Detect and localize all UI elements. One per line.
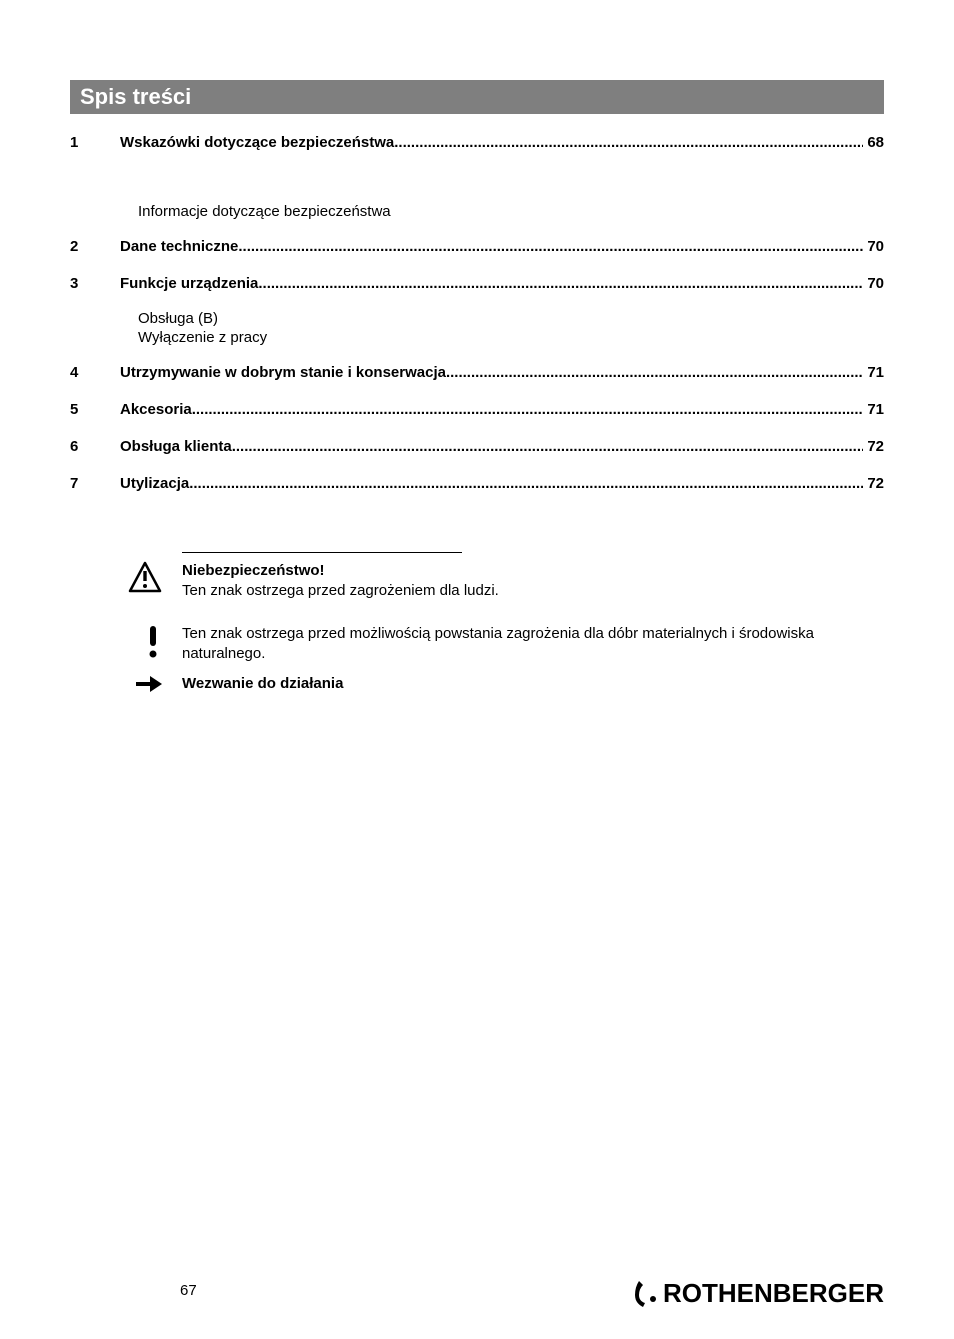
toc-page: 72: [863, 438, 884, 455]
toc-leader: [394, 134, 863, 151]
toc-label: Utrzymywanie w dobrym stanie i konserwac…: [120, 364, 446, 381]
legend-divider: [182, 552, 462, 553]
danger-triangle-icon: [70, 561, 182, 593]
toc-number: 6: [70, 438, 120, 455]
toc-entry: 7 Utylizacja 72: [70, 475, 884, 492]
legend-warning-text: Ten znak ostrzega przed możliwością pows…: [182, 624, 884, 665]
toc-page: 68: [863, 134, 884, 151]
toc-number: 2: [70, 238, 120, 255]
table-of-contents: 1 Wskazówki dotyczące bezpieczeństwa 68 …: [70, 134, 884, 492]
toc-leader: [192, 401, 864, 418]
page-number: 67: [180, 1282, 197, 1299]
toc-number: 4: [70, 364, 120, 381]
brand-name: ROTHENBERGER: [663, 1278, 884, 1309]
toc-label: Funkcje urządzenia: [120, 275, 258, 292]
legend-item-warning: Ten znak ostrzega przed możliwością pows…: [70, 624, 884, 665]
brand-mark-icon: [631, 1277, 663, 1309]
toc-sub-line: Informacje dotyczące bezpieczeństwa: [138, 203, 884, 220]
toc-number: 1: [70, 134, 120, 151]
toc-label: Akcesoria: [120, 401, 192, 418]
toc-sub-line: Wyłączenie z pracy: [138, 329, 884, 346]
toc-number: 3: [70, 275, 120, 292]
brand-logo: ROTHENBERGER: [631, 1277, 884, 1309]
legend-action-title: Wezwanie do działania: [182, 674, 884, 694]
toc-leader: [189, 475, 863, 492]
arrow-right-icon: [70, 674, 182, 694]
toc-page: 71: [863, 401, 884, 418]
legend-danger-text: Ten znak ostrzega przed zagrożeniem dla …: [182, 581, 884, 601]
toc-number: 7: [70, 475, 120, 492]
toc-entry: 2 Dane techniczne 70: [70, 238, 884, 255]
toc-number: 5: [70, 401, 120, 418]
toc-leader: [238, 238, 863, 255]
toc-entry: 6 Obsługa klienta 72: [70, 438, 884, 455]
toc-page: 70: [863, 238, 884, 255]
exclamation-icon: [70, 624, 182, 660]
legend-item-danger: Niebezpieczeństwo! Ten znak ostrzega prz…: [70, 561, 884, 602]
symbol-legend: Niebezpieczeństwo! Ten znak ostrzega prz…: [70, 552, 884, 694]
toc-entry: 5 Akcesoria 71: [70, 401, 884, 418]
toc-subentries: Obsługa (B) Wyłączenie z pracy: [120, 310, 884, 346]
toc-entry: 4 Utrzymywanie w dobrym stanie i konserw…: [70, 364, 884, 381]
toc-label: Dane techniczne: [120, 238, 238, 255]
toc-entry: 1 Wskazówki dotyczące bezpieczeństwa 68: [70, 134, 884, 151]
toc-subentries: Informacje dotyczące bezpieczeństwa: [120, 203, 884, 220]
legend-danger-title: Niebezpieczeństwo!: [182, 561, 884, 581]
toc-label: Utylizacja: [120, 475, 189, 492]
toc-sub-line: Obsługa (B): [138, 310, 884, 327]
toc-page: 71: [863, 364, 884, 381]
toc-entry: 3 Funkcje urządzenia 70: [70, 275, 884, 292]
toc-leader: [232, 438, 864, 455]
toc-label: Wskazówki dotyczące bezpieczeństwa: [120, 134, 394, 151]
toc-page: 72: [863, 475, 884, 492]
legend-item-action: Wezwanie do działania: [70, 674, 884, 694]
section-title: Spis treści: [70, 80, 884, 114]
toc-leader: [258, 275, 863, 292]
page: Spis treści 1 Wskazówki dotyczące bezpie…: [0, 0, 954, 1339]
toc-page: 70: [863, 275, 884, 292]
toc-label: Obsługa klienta: [120, 438, 232, 455]
toc-leader: [446, 364, 863, 381]
